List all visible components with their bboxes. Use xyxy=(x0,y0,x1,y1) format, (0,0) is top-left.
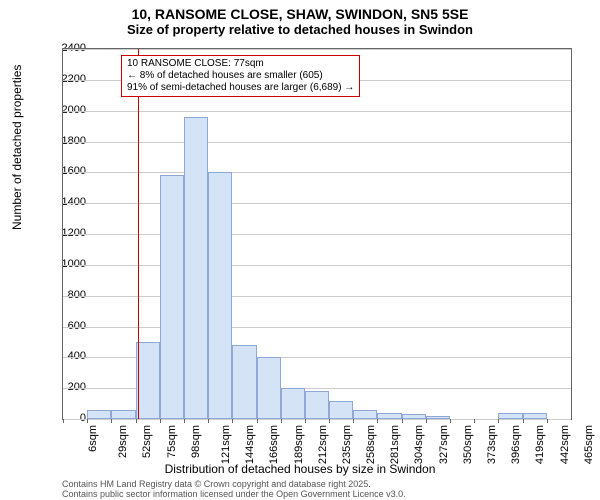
x-tick-label: 6sqm xyxy=(87,425,99,452)
histogram-bar xyxy=(305,391,329,419)
annotation-smaller: ← 8% of detached houses are smaller (605… xyxy=(127,70,354,82)
plot-area: 10 RANSOME CLOSE: 77sqm ← 8% of detached… xyxy=(62,48,572,420)
x-tick-mark xyxy=(208,419,209,423)
x-tick-mark xyxy=(329,419,330,423)
x-tick-label: 212sqm xyxy=(317,425,329,464)
x-tick-mark xyxy=(281,419,282,423)
grid-line xyxy=(63,203,571,204)
y-axis-label: Number of detached properties xyxy=(10,65,24,230)
x-tick-label: 465sqm xyxy=(583,425,595,464)
histogram-bar xyxy=(281,388,305,419)
x-tick-label: 52sqm xyxy=(141,425,153,458)
grid-line xyxy=(63,142,571,143)
x-tick-mark xyxy=(184,419,185,423)
histogram-bar xyxy=(402,414,426,419)
x-tick-label: 235sqm xyxy=(341,425,353,464)
grid-line xyxy=(63,327,571,328)
x-tick-mark xyxy=(450,419,451,423)
title-block: 10, RANSOME CLOSE, SHAW, SWINDON, SN5 5S… xyxy=(0,0,600,37)
x-tick-label: 327sqm xyxy=(438,425,450,464)
x-tick-mark xyxy=(498,419,499,423)
x-tick-label: 98sqm xyxy=(190,425,202,458)
grid-line xyxy=(63,49,571,50)
grid-line xyxy=(63,234,571,235)
histogram-bar xyxy=(136,342,160,419)
histogram-bar xyxy=(160,175,184,419)
credits: Contains HM Land Registry data © Crown c… xyxy=(62,480,406,500)
chart-container: 10, RANSOME CLOSE, SHAW, SWINDON, SN5 5S… xyxy=(0,0,600,500)
grid-line xyxy=(63,172,571,173)
histogram-bar xyxy=(184,117,208,419)
grid-line xyxy=(63,111,571,112)
annotation-property: 10 RANSOME CLOSE: 77sqm xyxy=(127,58,354,70)
x-tick-mark xyxy=(63,419,64,423)
title-address: 10, RANSOME CLOSE, SHAW, SWINDON, SN5 5S… xyxy=(0,6,600,22)
title-subtitle: Size of property relative to detached ho… xyxy=(0,22,600,37)
x-tick-label: 166sqm xyxy=(268,425,280,464)
x-tick-label: 419sqm xyxy=(535,425,547,464)
x-tick-label: 189sqm xyxy=(293,425,305,464)
x-tick-mark xyxy=(305,419,306,423)
x-tick-label: 442sqm xyxy=(559,425,571,464)
histogram-bar xyxy=(111,410,135,419)
grid-line xyxy=(63,265,571,266)
x-tick-label: 29sqm xyxy=(117,425,129,458)
x-tick-mark xyxy=(547,419,548,423)
x-tick-mark xyxy=(474,419,475,423)
histogram-bar xyxy=(257,357,281,419)
x-tick-label: 75sqm xyxy=(166,425,178,458)
x-tick-label: 396sqm xyxy=(510,425,522,464)
grid-line xyxy=(63,296,571,297)
x-tick-mark xyxy=(523,419,524,423)
x-tick-label: 144sqm xyxy=(244,425,256,464)
histogram-bar xyxy=(426,416,450,419)
annotation-box: 10 RANSOME CLOSE: 77sqm ← 8% of detached… xyxy=(121,55,360,97)
histogram-bar xyxy=(498,413,522,419)
credits-line2: Contains public sector information licen… xyxy=(62,490,406,500)
x-tick-label: 304sqm xyxy=(414,425,426,464)
x-tick-label: 281sqm xyxy=(389,425,401,464)
x-tick-mark xyxy=(377,419,378,423)
annotation-larger: 91% of semi-detached houses are larger (… xyxy=(127,82,354,94)
x-tick-mark xyxy=(257,419,258,423)
x-tick-mark xyxy=(160,419,161,423)
x-tick-label: 373sqm xyxy=(486,425,498,464)
x-tick-mark xyxy=(426,419,427,423)
x-tick-label: 121sqm xyxy=(220,425,232,464)
grid-line xyxy=(63,419,571,420)
x-tick-mark xyxy=(353,419,354,423)
x-tick-mark xyxy=(402,419,403,423)
histogram-bar xyxy=(87,410,111,419)
histogram-bar xyxy=(523,413,547,419)
histogram-bar xyxy=(377,413,401,419)
x-tick-mark xyxy=(87,419,88,423)
histogram-bar xyxy=(329,401,353,420)
x-tick-label: 350sqm xyxy=(462,425,474,464)
x-axis-label: Distribution of detached houses by size … xyxy=(0,462,600,476)
histogram-bar xyxy=(353,410,377,419)
property-marker-line xyxy=(138,49,139,419)
histogram-bar xyxy=(232,345,256,419)
histogram-bar xyxy=(208,172,232,419)
x-tick-mark xyxy=(111,419,112,423)
x-tick-mark xyxy=(232,419,233,423)
x-tick-label: 258sqm xyxy=(365,425,377,464)
x-tick-mark xyxy=(136,419,137,423)
